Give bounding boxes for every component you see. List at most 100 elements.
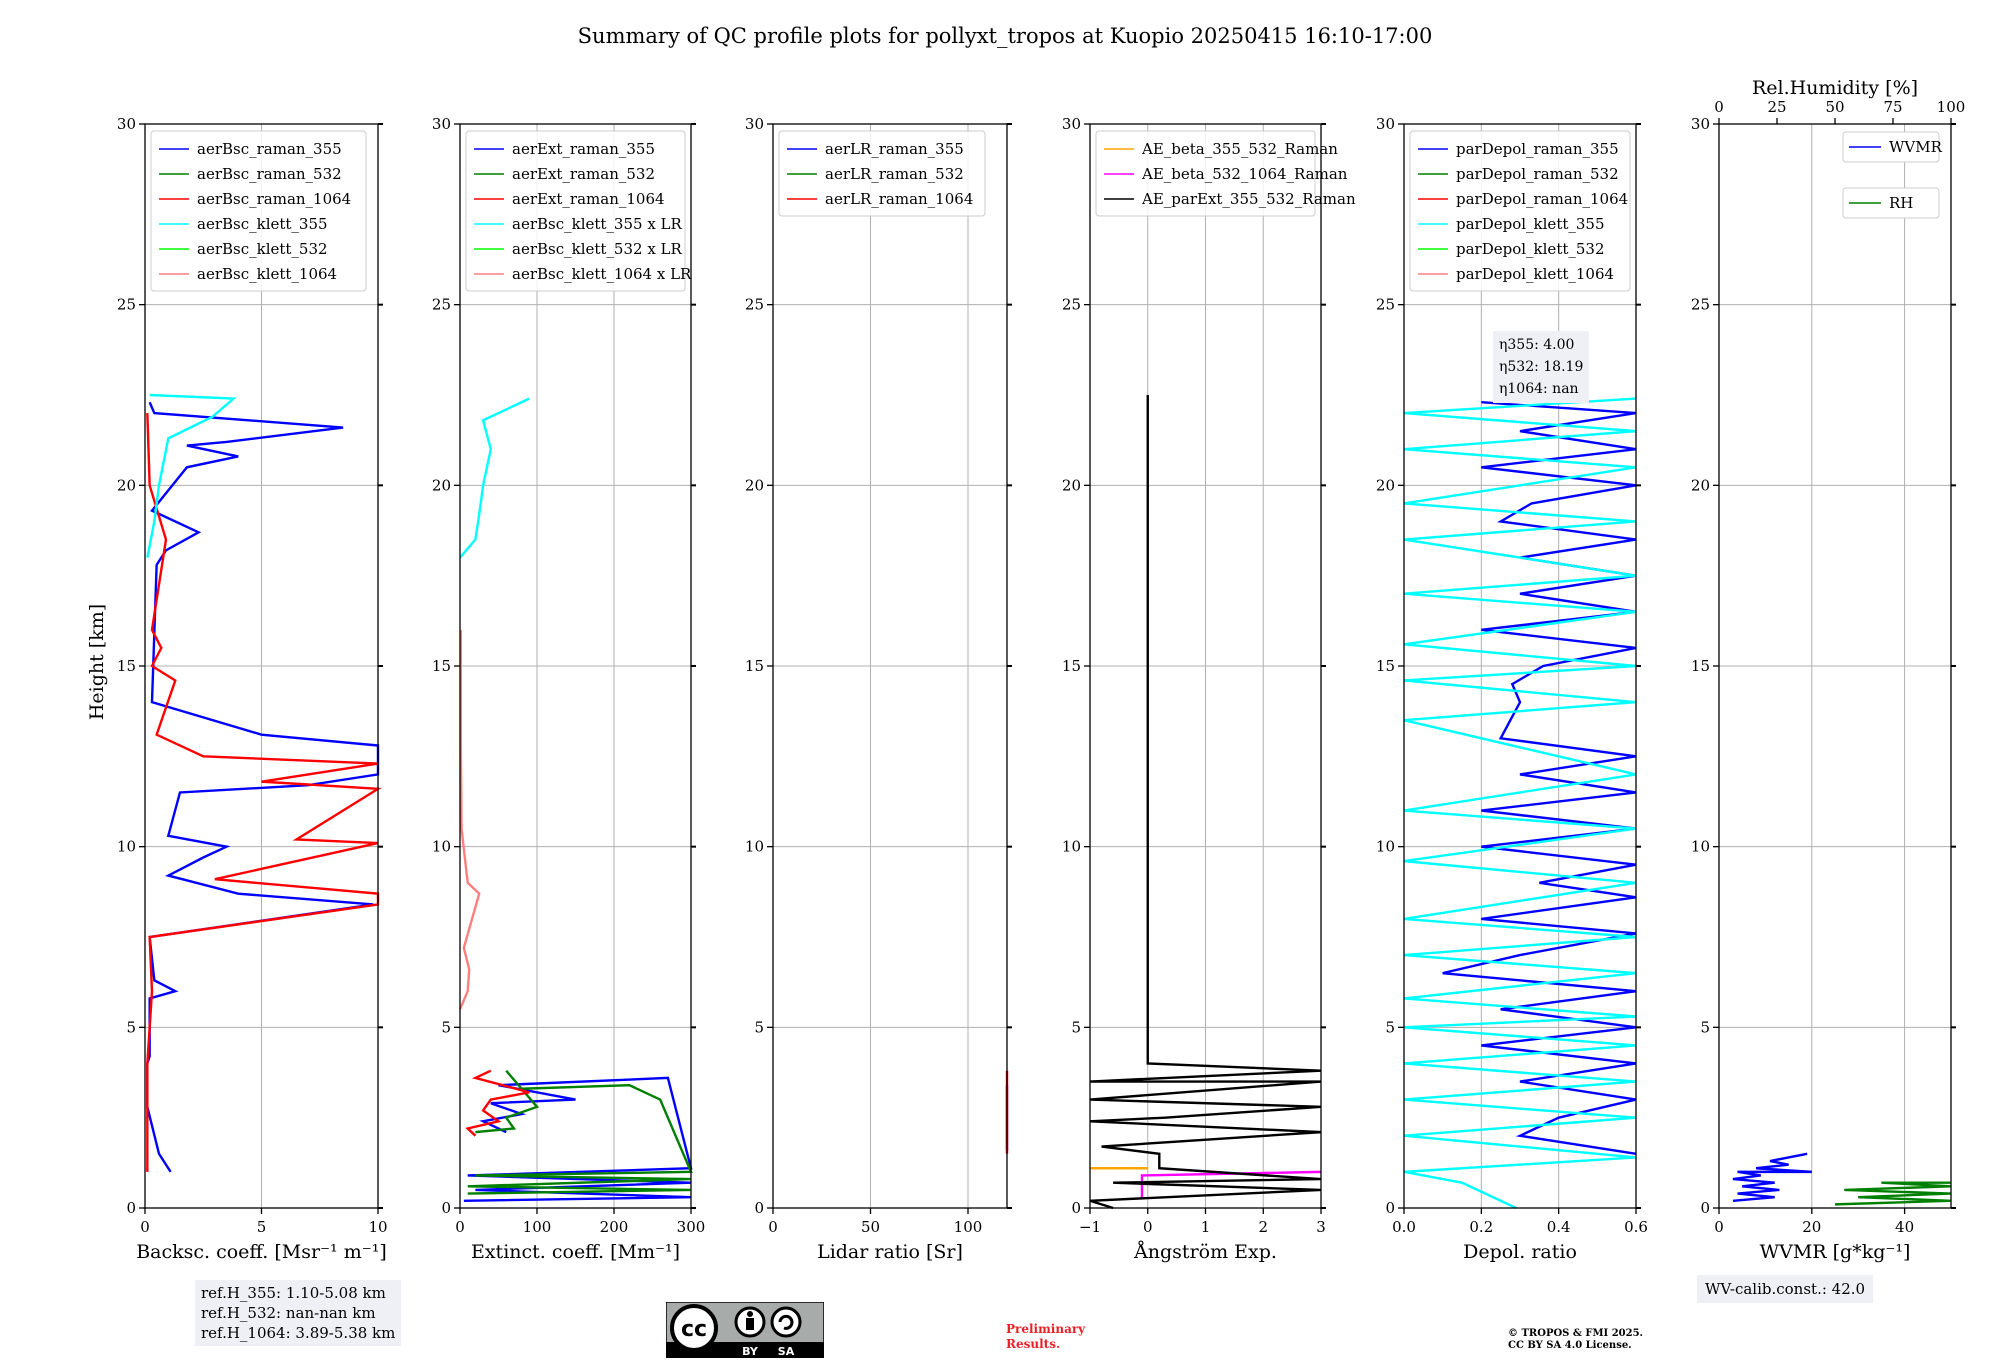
eta-1064: η1064: nan [1499, 381, 1579, 397]
series-line-aerExt_raman_1064 [465, 1069, 530, 1137]
y-tick-label: 30 [1062, 115, 1081, 133]
legend-label: aerLR_raman_355 [825, 140, 964, 158]
series-line-aerBsc_klett_355 x LR [459, 397, 530, 559]
y-tick-label: 0 [126, 1199, 136, 1217]
copyright-note: © TROPOS & FMI 2025. CC BY SA 4.0 Licens… [1508, 1328, 1643, 1352]
legend-label: aerBsc_raman_532 [197, 165, 342, 183]
y-tick-label: 5 [754, 1018, 764, 1036]
x-tick-label: 40 [1895, 1218, 1914, 1236]
legend-label: aerBsc_klett_355 x LR [512, 215, 683, 233]
panel-backscatter: 0 5 10 15 20 25 30 0 5 10 Backsc. coeff. [Msr⁻¹ m⁻… [117, 115, 388, 1263]
y-tick-label: 10 [432, 838, 451, 856]
legend-label: parDepol_raman_1064 [1456, 190, 1628, 208]
y-axis-label: Height [km] [86, 604, 108, 720]
x-tick-label: 1 [1201, 1218, 1211, 1236]
y-tick-label: 10 [1691, 838, 1710, 856]
series-line-aerExt_raman_532 [467, 1069, 693, 1195]
x2-tick-label: 100 [1937, 98, 1966, 116]
x-tick-label: 0.2 [1469, 1218, 1493, 1236]
series-line-AE_parExt_355_532_Raman [1089, 395, 1322, 1210]
series-line-aerBsc_klett_355 [146, 393, 237, 558]
y-tick-label: 15 [432, 657, 451, 675]
y-tick-label: 5 [1700, 1018, 1710, 1036]
y-tick-label: 5 [1385, 1018, 1395, 1036]
wv-calib-box: WV-calib.const.: 42.0 [1697, 1275, 1874, 1303]
legend-label: aerBsc_klett_1064 [197, 265, 337, 283]
legend-label: WVMR [1889, 138, 1943, 156]
series-line-RH [1834, 1181, 1952, 1206]
eta-box: η355: 4.00 η532: 18.19 η1064: nan [1493, 331, 1590, 403]
x-tick-label: −1 [1079, 1218, 1101, 1236]
y-tick-label: 0 [1385, 1199, 1395, 1217]
legend-label: parDepol_klett_1064 [1456, 265, 1614, 283]
legend-label: aerBsc_klett_1064 x LR [512, 265, 692, 283]
legend-box [1842, 131, 1940, 163]
legend-label: aerBsc_klett_532 [197, 240, 328, 258]
y-tick-label: 25 [1691, 296, 1710, 314]
legend-box [1409, 130, 1631, 292]
x-tick-label: 0.0 [1392, 1218, 1416, 1236]
y-tick-label: 30 [117, 115, 136, 133]
series-line-aerBsc_raman_1064 [146, 413, 382, 1172]
x2-tick-label: 25 [1767, 98, 1786, 116]
legend-label: aerExt_raman_355 [512, 140, 655, 158]
legend-label: parDepol_klett_532 [1456, 240, 1605, 258]
y-tick-label: 15 [1691, 657, 1710, 675]
series-line-aerBsc_klett_1064 x LR [458, 629, 481, 1010]
eta-355: η355: 4.00 [1499, 337, 1575, 353]
y-tick-label: 10 [1376, 838, 1395, 856]
copyright-line-1: © TROPOS & FMI 2025. [1508, 1328, 1644, 1339]
y-tick-label: 20 [432, 476, 451, 494]
x-tick-label: 0 [140, 1218, 150, 1236]
legend-label: AE_beta_355_532_Raman [1141, 140, 1338, 158]
x-tick-label: 100 [954, 1218, 983, 1236]
legend-label: AE_beta_532_1064_Raman [1141, 165, 1348, 183]
legend-label: parDepol_klett_355 [1456, 215, 1605, 233]
x-tick-label: 0 [768, 1218, 778, 1236]
y-tick-label: 15 [745, 657, 764, 675]
svg-text:cc: cc [681, 1317, 707, 1342]
y-tick-label: 30 [1376, 115, 1395, 133]
legend-box [1095, 130, 1316, 217]
legend-label: parDepol_raman_355 [1456, 140, 1619, 158]
x-tick-label: 0.6 [1624, 1218, 1648, 1236]
x-tick-label: 10 [368, 1218, 387, 1236]
y-tick-label: 0 [1700, 1199, 1710, 1217]
series-line-parDepol_klett_355 [1403, 397, 1637, 1210]
y-tick-label: 30 [745, 115, 764, 133]
legend-label: aerExt_raman_532 [512, 165, 655, 183]
legend-label: AE_parExt_355_532_Raman [1141, 190, 1356, 208]
legend-label: aerBsc_raman_1064 [197, 190, 351, 208]
y-tick-label: 20 [1062, 476, 1081, 494]
y-tick-label: 25 [745, 296, 764, 314]
x-tick-label: 20 [1802, 1218, 1821, 1236]
legend-box [1842, 187, 1940, 219]
y-tick-label: 10 [1062, 838, 1081, 856]
legend-label: aerLR_raman_1064 [825, 190, 973, 208]
y-tick-label: 25 [117, 296, 136, 314]
y-tick-label: 10 [745, 838, 764, 856]
x-tick-label: 100 [523, 1218, 552, 1236]
y-tick-label: 20 [745, 476, 764, 494]
x-tick-label: 0 [1714, 1218, 1724, 1236]
y-tick-label: 15 [117, 657, 136, 675]
preliminary-line-2: Results. [1006, 1337, 1061, 1351]
legend-label: aerBsc_klett_532 x LR [512, 240, 683, 258]
x-tick-label: 2 [1258, 1218, 1268, 1236]
legend-box [778, 130, 986, 217]
eta-532: η532: 18.19 [1499, 359, 1584, 375]
legend-label: aerBsc_klett_355 [197, 215, 328, 233]
y-tick-label: 5 [441, 1018, 451, 1036]
wv-calib-text: WV-calib.const.: 42.0 [1705, 1280, 1866, 1298]
cc-sa-label: SA [778, 1345, 795, 1358]
y-tick-label: 20 [117, 476, 136, 494]
x-tick-label: 200 [600, 1218, 629, 1236]
y-tick-label: 25 [432, 296, 451, 314]
series-line-aerExt_raman_355 [463, 1076, 693, 1202]
x-tick-label: 0.4 [1547, 1218, 1571, 1236]
ref-height-355: ref.H_355: 1.10-5.08 km [201, 1284, 386, 1302]
y-tick-label: 25 [1376, 296, 1395, 314]
